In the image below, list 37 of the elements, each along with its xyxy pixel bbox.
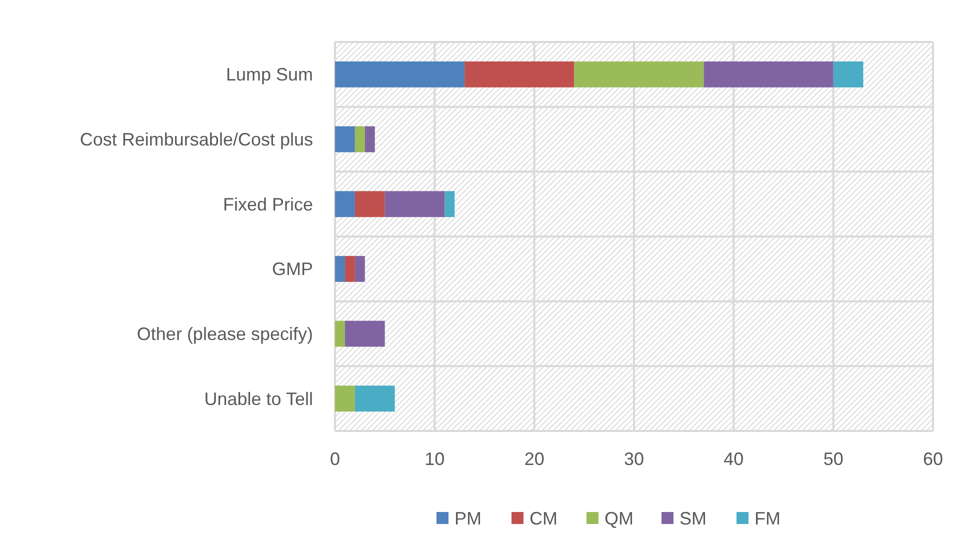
legend-label: SM xyxy=(680,508,706,528)
y-tick-label: Other (please specify) xyxy=(136,324,313,344)
bar xyxy=(344,256,355,282)
legend-label: PM xyxy=(454,508,482,528)
bar xyxy=(344,320,385,347)
x-tick-label: 60 xyxy=(922,449,944,469)
bar xyxy=(354,386,395,412)
x-tick-label: 40 xyxy=(724,449,744,469)
bar xyxy=(833,61,864,88)
x-tick-label: 50 xyxy=(823,449,844,469)
y-tick-label: GMP xyxy=(272,259,313,280)
bar xyxy=(364,126,375,152)
x-tick-label: 20 xyxy=(524,449,544,469)
legend-label: FM xyxy=(754,508,780,528)
bar xyxy=(335,126,355,152)
bar xyxy=(335,61,465,88)
bar xyxy=(704,61,834,88)
bar xyxy=(384,191,445,218)
x-tick-label: 0 xyxy=(330,449,340,469)
y-tick-label: Fixed Price xyxy=(222,194,313,214)
bar xyxy=(335,191,355,218)
bar xyxy=(354,256,365,282)
bar xyxy=(464,61,574,88)
bar xyxy=(335,256,345,282)
bar xyxy=(574,61,704,88)
x-tick-label: 30 xyxy=(624,449,644,469)
x-tick-label: 10 xyxy=(424,449,445,469)
bar xyxy=(354,126,365,152)
bar xyxy=(335,386,355,412)
bar xyxy=(335,320,345,347)
y-tick-label: Unable to Tell xyxy=(204,388,313,409)
y-tick-label: Lump Sum xyxy=(226,64,313,85)
y-tick-label: Cost Reimbursable/Cost plus xyxy=(80,130,313,150)
legend-label: QM xyxy=(604,508,634,528)
legend-label: CM xyxy=(530,508,558,528)
bar xyxy=(354,191,385,218)
bar xyxy=(444,191,455,218)
